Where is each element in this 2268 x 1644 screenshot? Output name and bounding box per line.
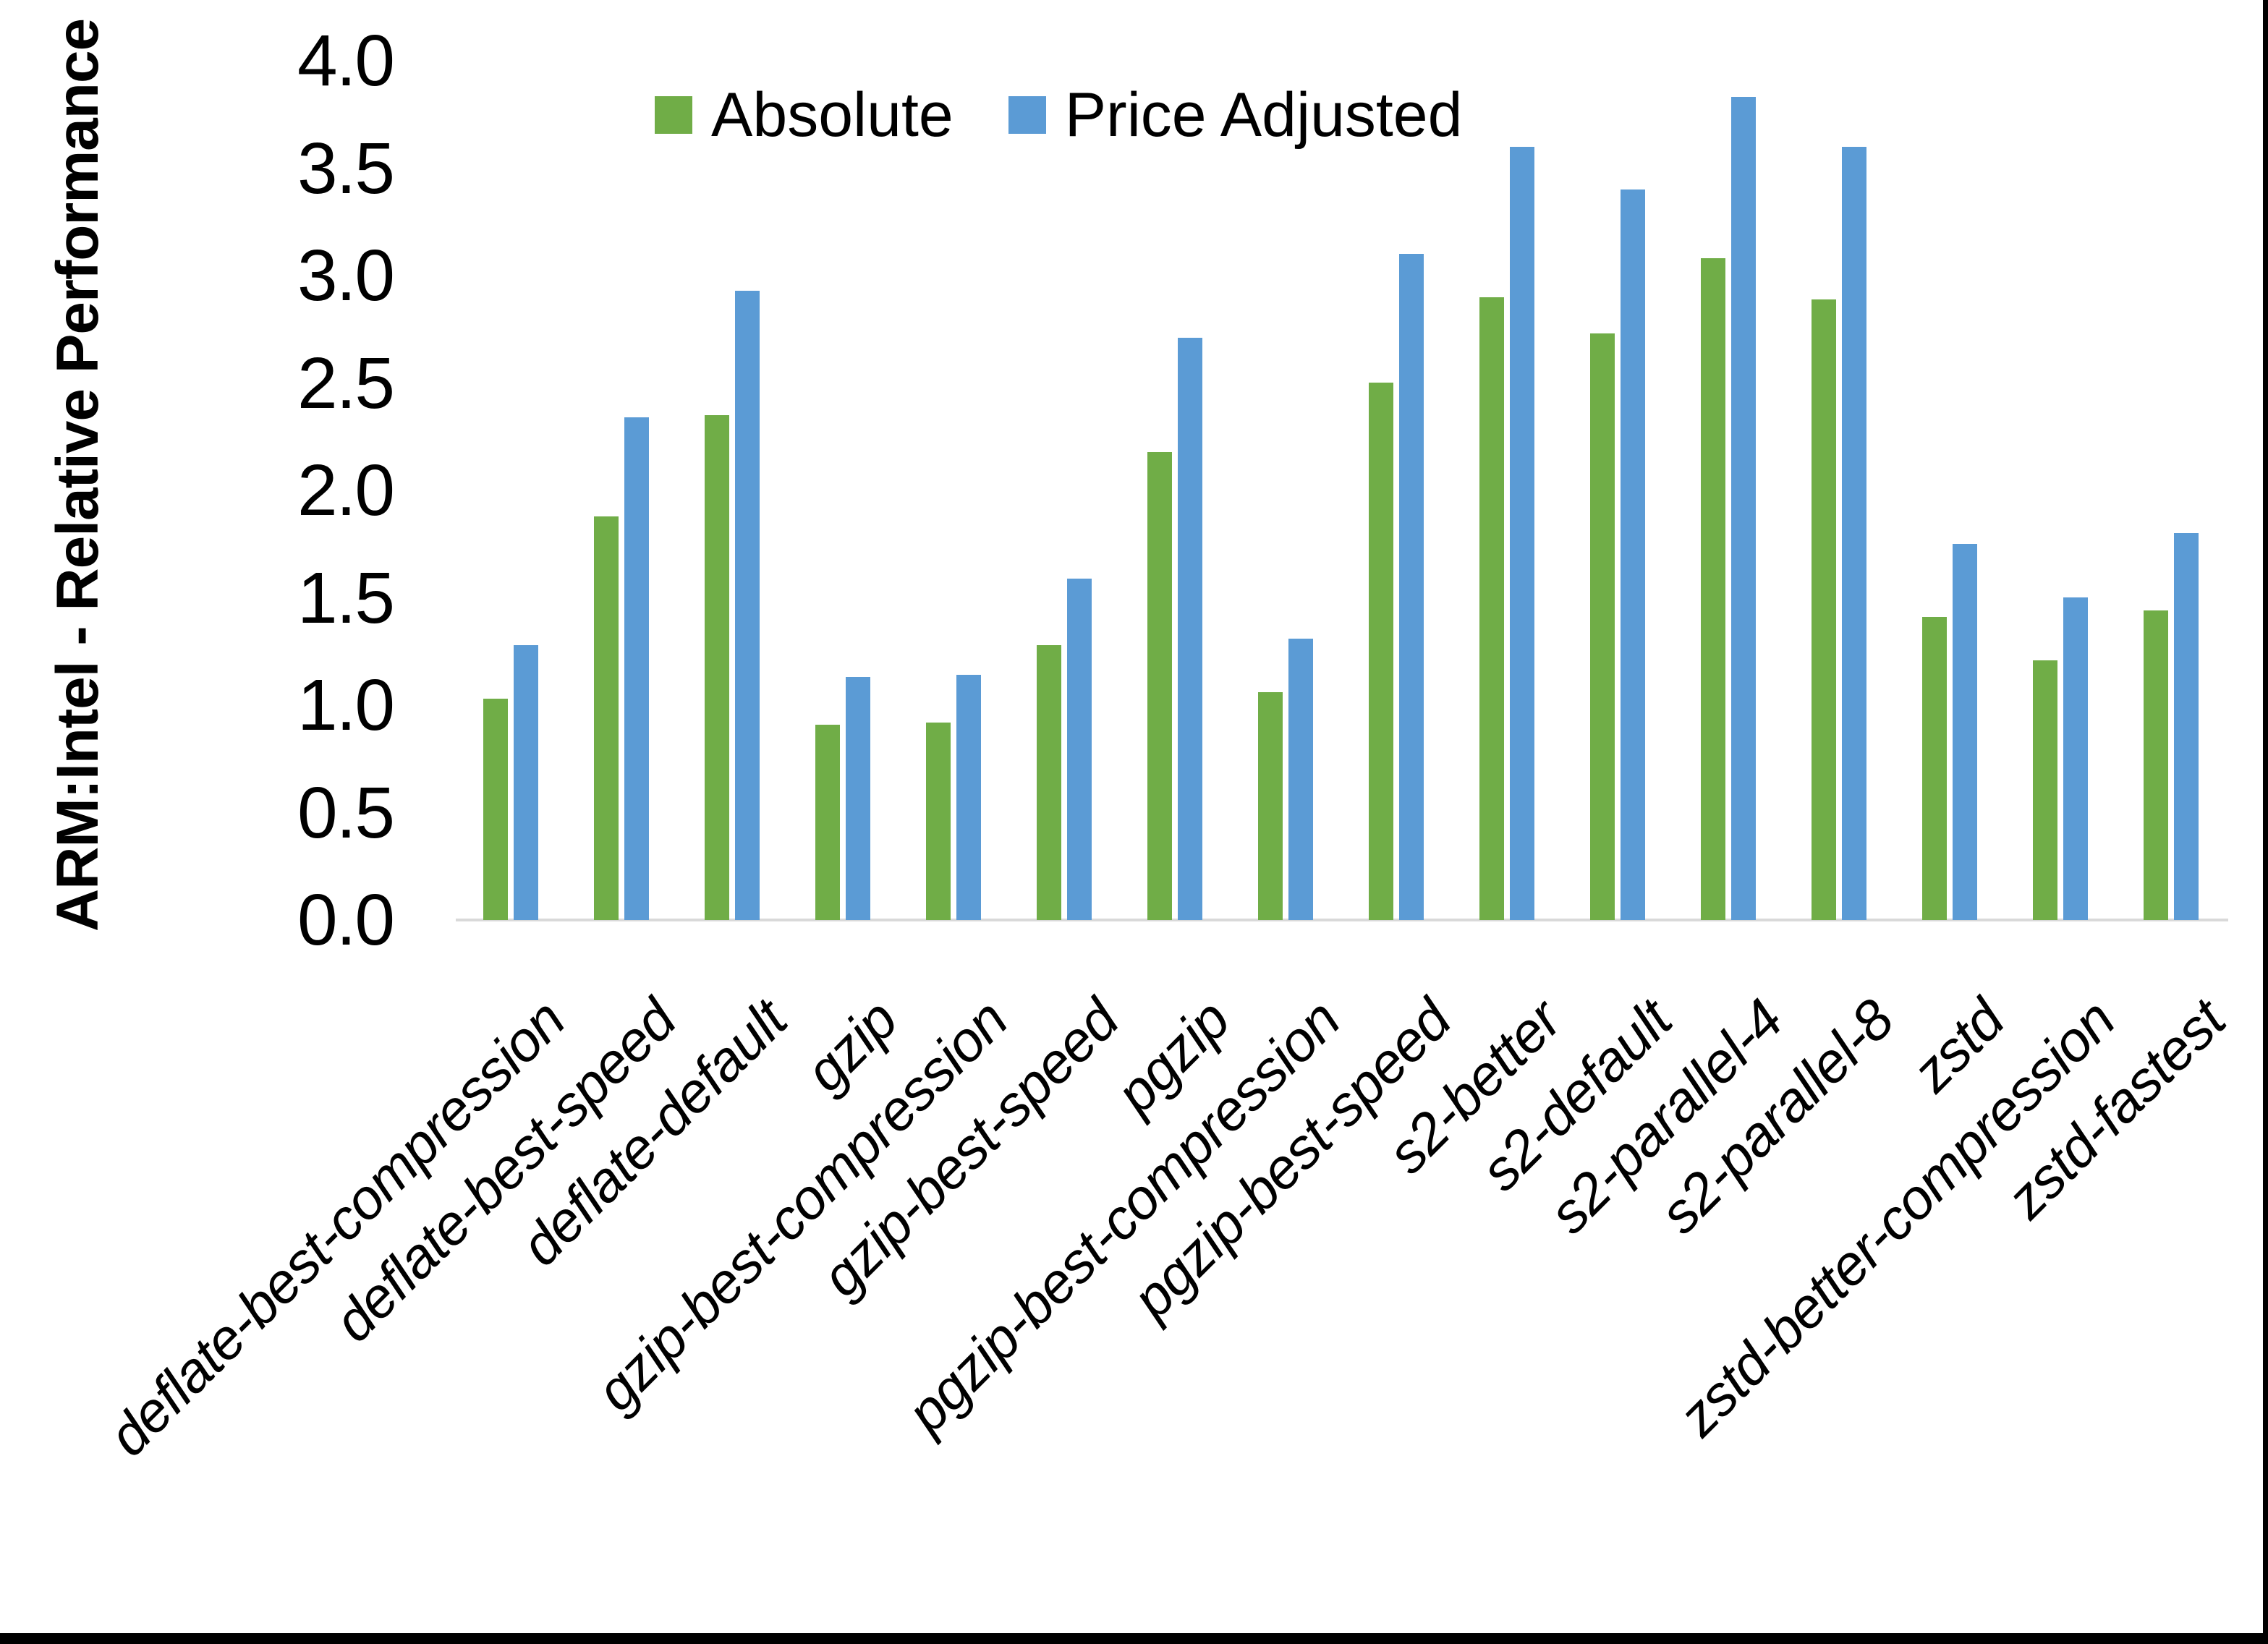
y-tick-label: 4.0 (297, 20, 395, 101)
legend-item-absolute: Absolute (655, 84, 954, 146)
bar-price-adjusted-pgzip-best-speed (1399, 254, 1424, 920)
bar-absolute-zstd-fastest (2144, 610, 2168, 920)
bar-absolute-s2-parallel-8 (1812, 299, 1836, 920)
legend-swatch-icon (655, 96, 692, 134)
bar-price-adjusted-zstd (1953, 544, 1977, 920)
bar-price-adjusted-deflate-best-compression (514, 645, 538, 920)
bar-price-adjusted-s2-better (1510, 147, 1534, 920)
y-tick-label: 3.5 (297, 127, 395, 209)
bar-absolute-deflate-best-speed (594, 516, 619, 920)
bar-absolute-deflate-best-compression (483, 699, 508, 920)
y-axis-title: ARM:Intel - Relative Performance (45, 18, 111, 932)
bar-absolute-s2-default (1590, 333, 1615, 920)
bar-price-adjusted-deflate-best-speed (624, 417, 649, 920)
x-tick-label-deflate-best-compression: deflate-best-compression (96, 987, 577, 1468)
bar-price-adjusted-deflate-default (735, 291, 760, 920)
bar-price-adjusted-zstd-fastest (2174, 533, 2199, 920)
bar-absolute-zstd-better-compression (2033, 660, 2057, 920)
bar-price-adjusted-gzip-best-compression (956, 675, 981, 920)
y-tick-label: 2.5 (297, 342, 395, 424)
y-tick-label: 1.0 (297, 665, 395, 746)
bar-price-adjusted-zstd-better-compression (2063, 597, 2088, 920)
bar-absolute-s2-parallel-4 (1701, 258, 1725, 920)
x-axis-line (456, 919, 2228, 921)
bar-absolute-pgzip (1147, 452, 1172, 920)
bar-absolute-zstd (1922, 617, 1947, 920)
frame-border-bottom (0, 1633, 2268, 1644)
bar-price-adjusted-pgzip (1178, 338, 1202, 920)
legend-label: Price Adjusted (1064, 80, 1463, 150)
bar-absolute-gzip-best-speed (1037, 645, 1061, 920)
bar-absolute-pgzip-best-compression (1258, 692, 1283, 920)
y-tick-label: 1.5 (297, 557, 395, 639)
y-tick-label: 2.0 (297, 450, 395, 531)
legend-label: Absolute (711, 80, 954, 150)
legend-item-price-adjusted: Price Adjusted (1008, 80, 1463, 150)
bar-absolute-gzip (815, 725, 840, 920)
bar-price-adjusted-gzip-best-speed (1067, 579, 1092, 920)
bar-absolute-pgzip-best-speed (1369, 383, 1393, 920)
bar-absolute-gzip-best-compression (926, 723, 951, 920)
legend-swatch-icon (1008, 96, 1046, 134)
bar-price-adjusted-s2-parallel-8 (1842, 147, 1866, 920)
y-tick-label: 0.0 (297, 880, 395, 961)
bar-absolute-s2-better (1479, 297, 1504, 920)
bar-absolute-deflate-default (705, 415, 729, 920)
legend: Absolute Price Adjusted (655, 84, 1517, 146)
bar-price-adjusted-s2-default (1621, 189, 1645, 920)
bar-price-adjusted-pgzip-best-compression (1288, 639, 1313, 920)
y-tick-label: 3.0 (297, 235, 395, 316)
y-tick-label: 0.5 (297, 772, 395, 853)
bar-price-adjusted-gzip (846, 677, 870, 920)
frame-border-right (2263, 0, 2268, 1644)
bar-price-adjusted-s2-parallel-4 (1731, 97, 1756, 920)
